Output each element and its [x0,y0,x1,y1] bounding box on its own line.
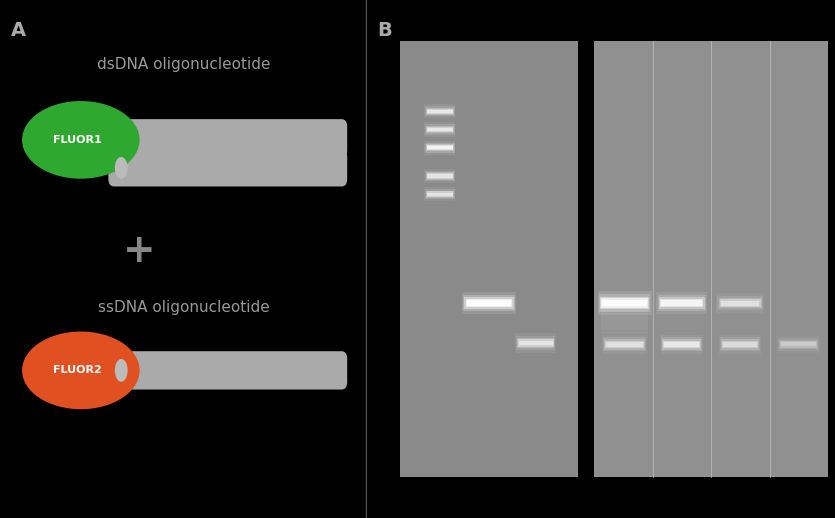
Bar [721,339,759,350]
Bar [665,342,699,347]
Bar [427,126,453,132]
Bar [605,341,644,348]
Bar [778,338,818,351]
Bar [595,41,828,477]
Ellipse shape [22,332,139,409]
Bar [716,293,764,313]
Bar [601,309,648,312]
Bar [656,292,707,314]
Bar [427,108,453,114]
Bar [660,298,703,307]
Bar [427,145,453,150]
Bar [777,336,820,353]
Bar [600,297,649,309]
Bar [603,338,646,351]
Bar [426,144,454,151]
Bar [721,300,760,306]
Bar [781,341,817,348]
Text: dsDNA oligonucleotide: dsDNA oligonucleotide [97,57,271,72]
Bar [425,106,454,117]
Bar [426,191,454,198]
Bar [428,128,453,131]
Ellipse shape [115,359,128,382]
Bar [601,316,648,320]
Bar [601,306,648,309]
Text: FLUOR1: FLUOR1 [53,135,102,145]
Bar [427,173,453,179]
Bar [424,122,455,137]
Bar [425,189,454,199]
Bar [606,342,643,347]
Bar [601,320,648,323]
Bar [601,330,648,334]
FancyBboxPatch shape [109,149,347,186]
Bar [719,298,762,308]
Bar [428,110,453,113]
Bar [662,339,701,350]
Bar [601,298,648,308]
Bar [604,339,645,350]
Bar [599,294,650,312]
Bar [426,108,454,115]
Bar [424,104,455,119]
Text: A: A [11,21,26,40]
Bar [518,339,554,347]
Bar [428,175,453,178]
Bar [720,299,761,307]
Text: FLUOR2: FLUOR2 [53,365,102,376]
Bar [659,297,705,309]
Bar [425,171,454,181]
Bar [424,169,455,183]
FancyBboxPatch shape [109,351,347,390]
Bar [467,300,511,306]
Bar [428,193,453,196]
Bar [426,126,454,133]
Bar [424,187,455,202]
Bar [603,300,646,306]
Bar [466,298,513,307]
Bar [424,140,455,155]
Bar [658,295,706,311]
Bar [464,297,514,309]
Bar [517,338,554,348]
FancyBboxPatch shape [109,119,347,158]
Bar [425,124,454,135]
Bar [661,338,701,351]
Bar [723,342,757,347]
Bar [660,335,703,354]
Bar [601,313,648,316]
Bar [661,300,702,306]
Bar [664,341,700,348]
Bar [515,333,556,353]
Bar [428,146,453,149]
Bar [782,342,816,347]
Bar [426,172,454,180]
Ellipse shape [22,101,139,179]
Bar [425,142,454,153]
Bar [601,327,648,330]
Bar [598,291,651,315]
Bar [719,335,762,354]
Bar [427,191,453,197]
Ellipse shape [115,157,128,179]
Bar [722,341,758,348]
Bar [463,295,514,311]
Bar [717,296,762,310]
Bar [516,336,555,350]
Text: B: B [377,21,392,40]
Bar [602,335,647,354]
Bar [601,323,648,327]
Bar [720,338,760,351]
Bar [779,340,817,349]
Bar [462,292,516,314]
Bar [519,341,553,345]
Text: ssDNA oligonucleotide: ssDNA oligonucleotide [98,300,270,315]
Bar [400,41,578,477]
Text: +: + [124,232,156,270]
